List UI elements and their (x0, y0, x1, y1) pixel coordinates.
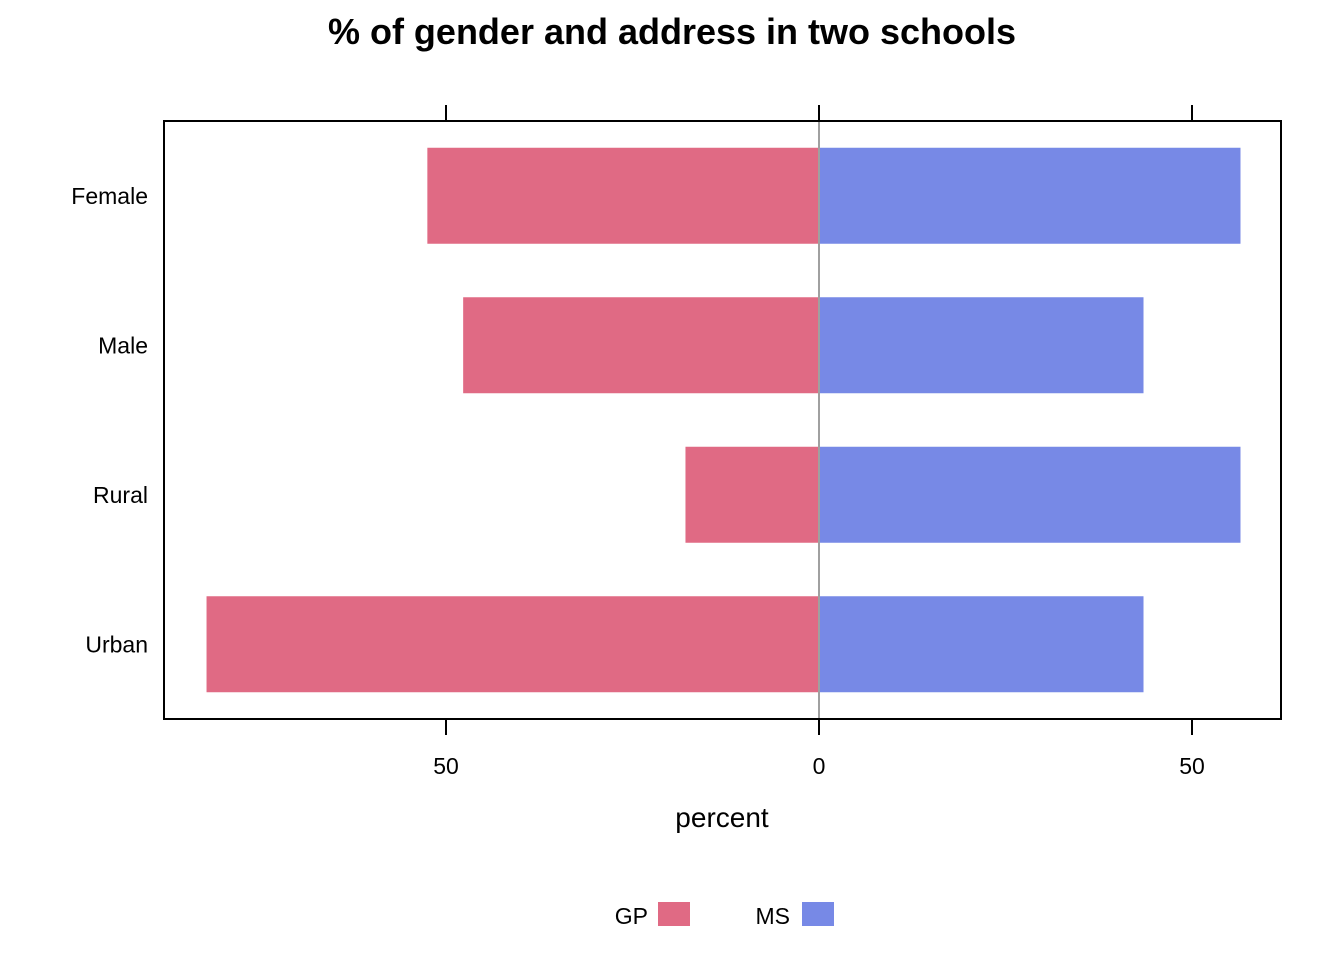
x-tick-label: 50 (1179, 753, 1205, 779)
x-tick-label: 50 (433, 753, 459, 779)
bar-gp-male (463, 297, 819, 394)
legend-swatch-ms (802, 902, 834, 926)
y-tick-label-urban: Urban (85, 631, 148, 657)
bars-layer (206, 147, 1241, 693)
legend-label-gp: GP (615, 903, 648, 929)
chart-title: % of gender and address in two schools (328, 11, 1016, 52)
bar-gp-rural (685, 446, 819, 543)
bar-ms-rural (819, 446, 1241, 543)
bar-ms-female (819, 147, 1241, 244)
legend-label-ms: MS (756, 903, 791, 929)
bar-gp-female (427, 147, 819, 244)
axes-layer: Female Male Rural Urban 50 0 50 (71, 105, 1205, 779)
y-tick-label-female: Female (71, 183, 148, 209)
legend: GP MS (615, 902, 834, 929)
y-tick-label-male: Male (98, 332, 148, 358)
x-axis-title: percent (675, 802, 769, 833)
y-tick-label-rural: Rural (93, 482, 148, 508)
x-tick-label: 0 (813, 753, 826, 779)
bar-ms-male (819, 297, 1144, 394)
legend-swatch-gp (658, 902, 690, 926)
bar-gp-urban (206, 596, 819, 693)
bar-ms-urban (819, 596, 1144, 693)
plot-frame (163, 120, 1282, 720)
